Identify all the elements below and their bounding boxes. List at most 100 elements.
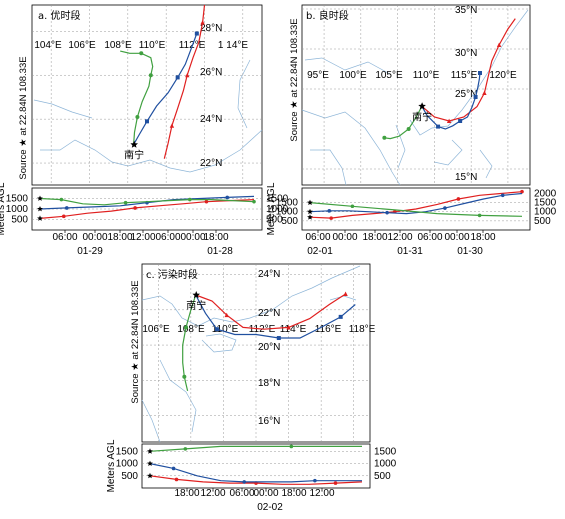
time-tick-label: 06:00 [155, 232, 180, 243]
time-tick-label: 12:00 [309, 488, 334, 499]
trajectory-marker [473, 95, 478, 99]
lat-label: 22°N [258, 308, 280, 319]
trajectory-line [133, 33, 198, 145]
time-tick-label: 00:00 [444, 232, 469, 243]
trajectory-marker [382, 135, 387, 140]
time-tick-label: 06:00 [229, 488, 254, 499]
height-marker [59, 197, 64, 202]
panel-c: 106°E 108°E 110°E 112°E 114°E 116°E 118°E24°N2… [106, 263, 397, 513]
height-frame [141, 443, 371, 489]
height-marker [252, 199, 256, 204]
height-source-star [147, 472, 153, 479]
height-tick-left: 500 [11, 215, 28, 226]
height-tick-left: 1500 [116, 446, 139, 457]
trajectory-line [195, 294, 356, 339]
trajectory-marker [477, 71, 482, 75]
time-tick-label: 12:00 [130, 232, 155, 243]
date-label: 02-01 [307, 246, 333, 257]
lon-label: 115°E [451, 70, 478, 81]
city-label: 南宁 [412, 110, 432, 123]
height-tick-right: 500 [374, 471, 391, 482]
lat-label: 26°N [200, 67, 222, 78]
height-marker [477, 213, 482, 218]
height-tick-right: 500 [266, 215, 283, 226]
trajectory-marker [185, 72, 190, 78]
time-tick-label: 18:00 [203, 232, 228, 243]
height-line [39, 199, 255, 219]
height-axis-label: Meters AGL [106, 439, 117, 492]
source-star [418, 102, 426, 110]
lon-label: 110°E [139, 40, 166, 51]
trajectory-marker [338, 314, 343, 319]
height-marker [204, 199, 209, 204]
lat-label: 25°N [455, 89, 477, 100]
height-marker [520, 189, 524, 194]
height-line [149, 463, 362, 483]
height-tick-left: 1500 [6, 194, 29, 205]
lon-label: 116°E [315, 324, 342, 335]
time-tick-label: 06:00 [305, 232, 330, 243]
lon-label: 108°E [104, 40, 132, 51]
trajectory-marker [458, 119, 463, 123]
coastline [33, 59, 263, 173]
time-tick-label: 18:00 [362, 232, 387, 243]
height-marker [64, 206, 69, 210]
height-tick-right: 1500 [374, 446, 397, 457]
height-marker [313, 478, 317, 483]
height-marker [327, 209, 332, 213]
trajectory-marker [175, 75, 180, 80]
lon-label: 1 14°E [218, 40, 248, 51]
lon-label: 120°E [489, 70, 517, 81]
time-tick-label: 00:00 [332, 232, 357, 243]
source-label: Source ★ at 22.84N 108.33E [289, 18, 300, 141]
trajectory-line [120, 50, 154, 145]
lat-label: 16°N [258, 416, 280, 427]
lat-label: 18°N [258, 378, 280, 389]
trajectory-marker [224, 312, 229, 318]
height-marker [443, 206, 447, 210]
height-marker [500, 193, 505, 198]
source-label: Source ★ at 22.84N 108.33E [130, 280, 141, 403]
height-line [39, 197, 255, 206]
lat-label: 22°N [200, 158, 222, 169]
date-label: 01-30 [457, 246, 483, 257]
lon-label: 118°E [349, 324, 376, 335]
height-axis-label: Meters AGL [0, 182, 7, 235]
source-label: Source ★ at 22.84N 108.33E [18, 56, 29, 179]
panel-title: a. 优时段 [38, 9, 81, 22]
height-tick-left: 1500 [276, 198, 299, 209]
lon-label: 108°E [177, 324, 205, 335]
height-line [149, 445, 362, 452]
height-axis-label: Meters AGL [266, 182, 277, 235]
height-marker [225, 195, 230, 200]
lon-label: 106°E [142, 324, 170, 335]
panel-title: b. 良时段 [306, 9, 349, 22]
lat-label: 24°N [258, 269, 280, 280]
source-star [130, 140, 138, 148]
height-line [309, 202, 523, 217]
height-tick-left: 500 [281, 216, 298, 227]
height-tick-right: 1500 [534, 198, 557, 209]
date-label: 01-28 [207, 246, 233, 257]
time-tick-label: 18:00 [107, 232, 132, 243]
trajectory-marker [135, 114, 140, 119]
height-marker [289, 444, 294, 449]
lon-label: 110°E [413, 70, 440, 81]
height-tick-left: 500 [121, 471, 138, 482]
trajectory-marker [169, 123, 175, 128]
trajectory-marker [286, 325, 291, 330]
trajectory-line [163, 4, 206, 159]
height-source-star [307, 214, 313, 220]
height-tick-right: 500 [534, 216, 551, 227]
trajectory-marker [194, 31, 199, 36]
trajectory-marker [148, 73, 153, 78]
trajectory-marker [276, 336, 281, 341]
panel-title: c. 污染时段 [146, 268, 198, 281]
height-marker [61, 214, 66, 219]
trajectory-marker [343, 291, 348, 296]
panel-a: 104°E 106°E 108°E 110°E 112°E 1 14°E28°N26°N2… [0, 4, 289, 257]
time-tick-label: 18:00 [174, 488, 199, 499]
city-label: 南宁 [124, 149, 144, 162]
lon-label: 114°E [280, 324, 307, 335]
